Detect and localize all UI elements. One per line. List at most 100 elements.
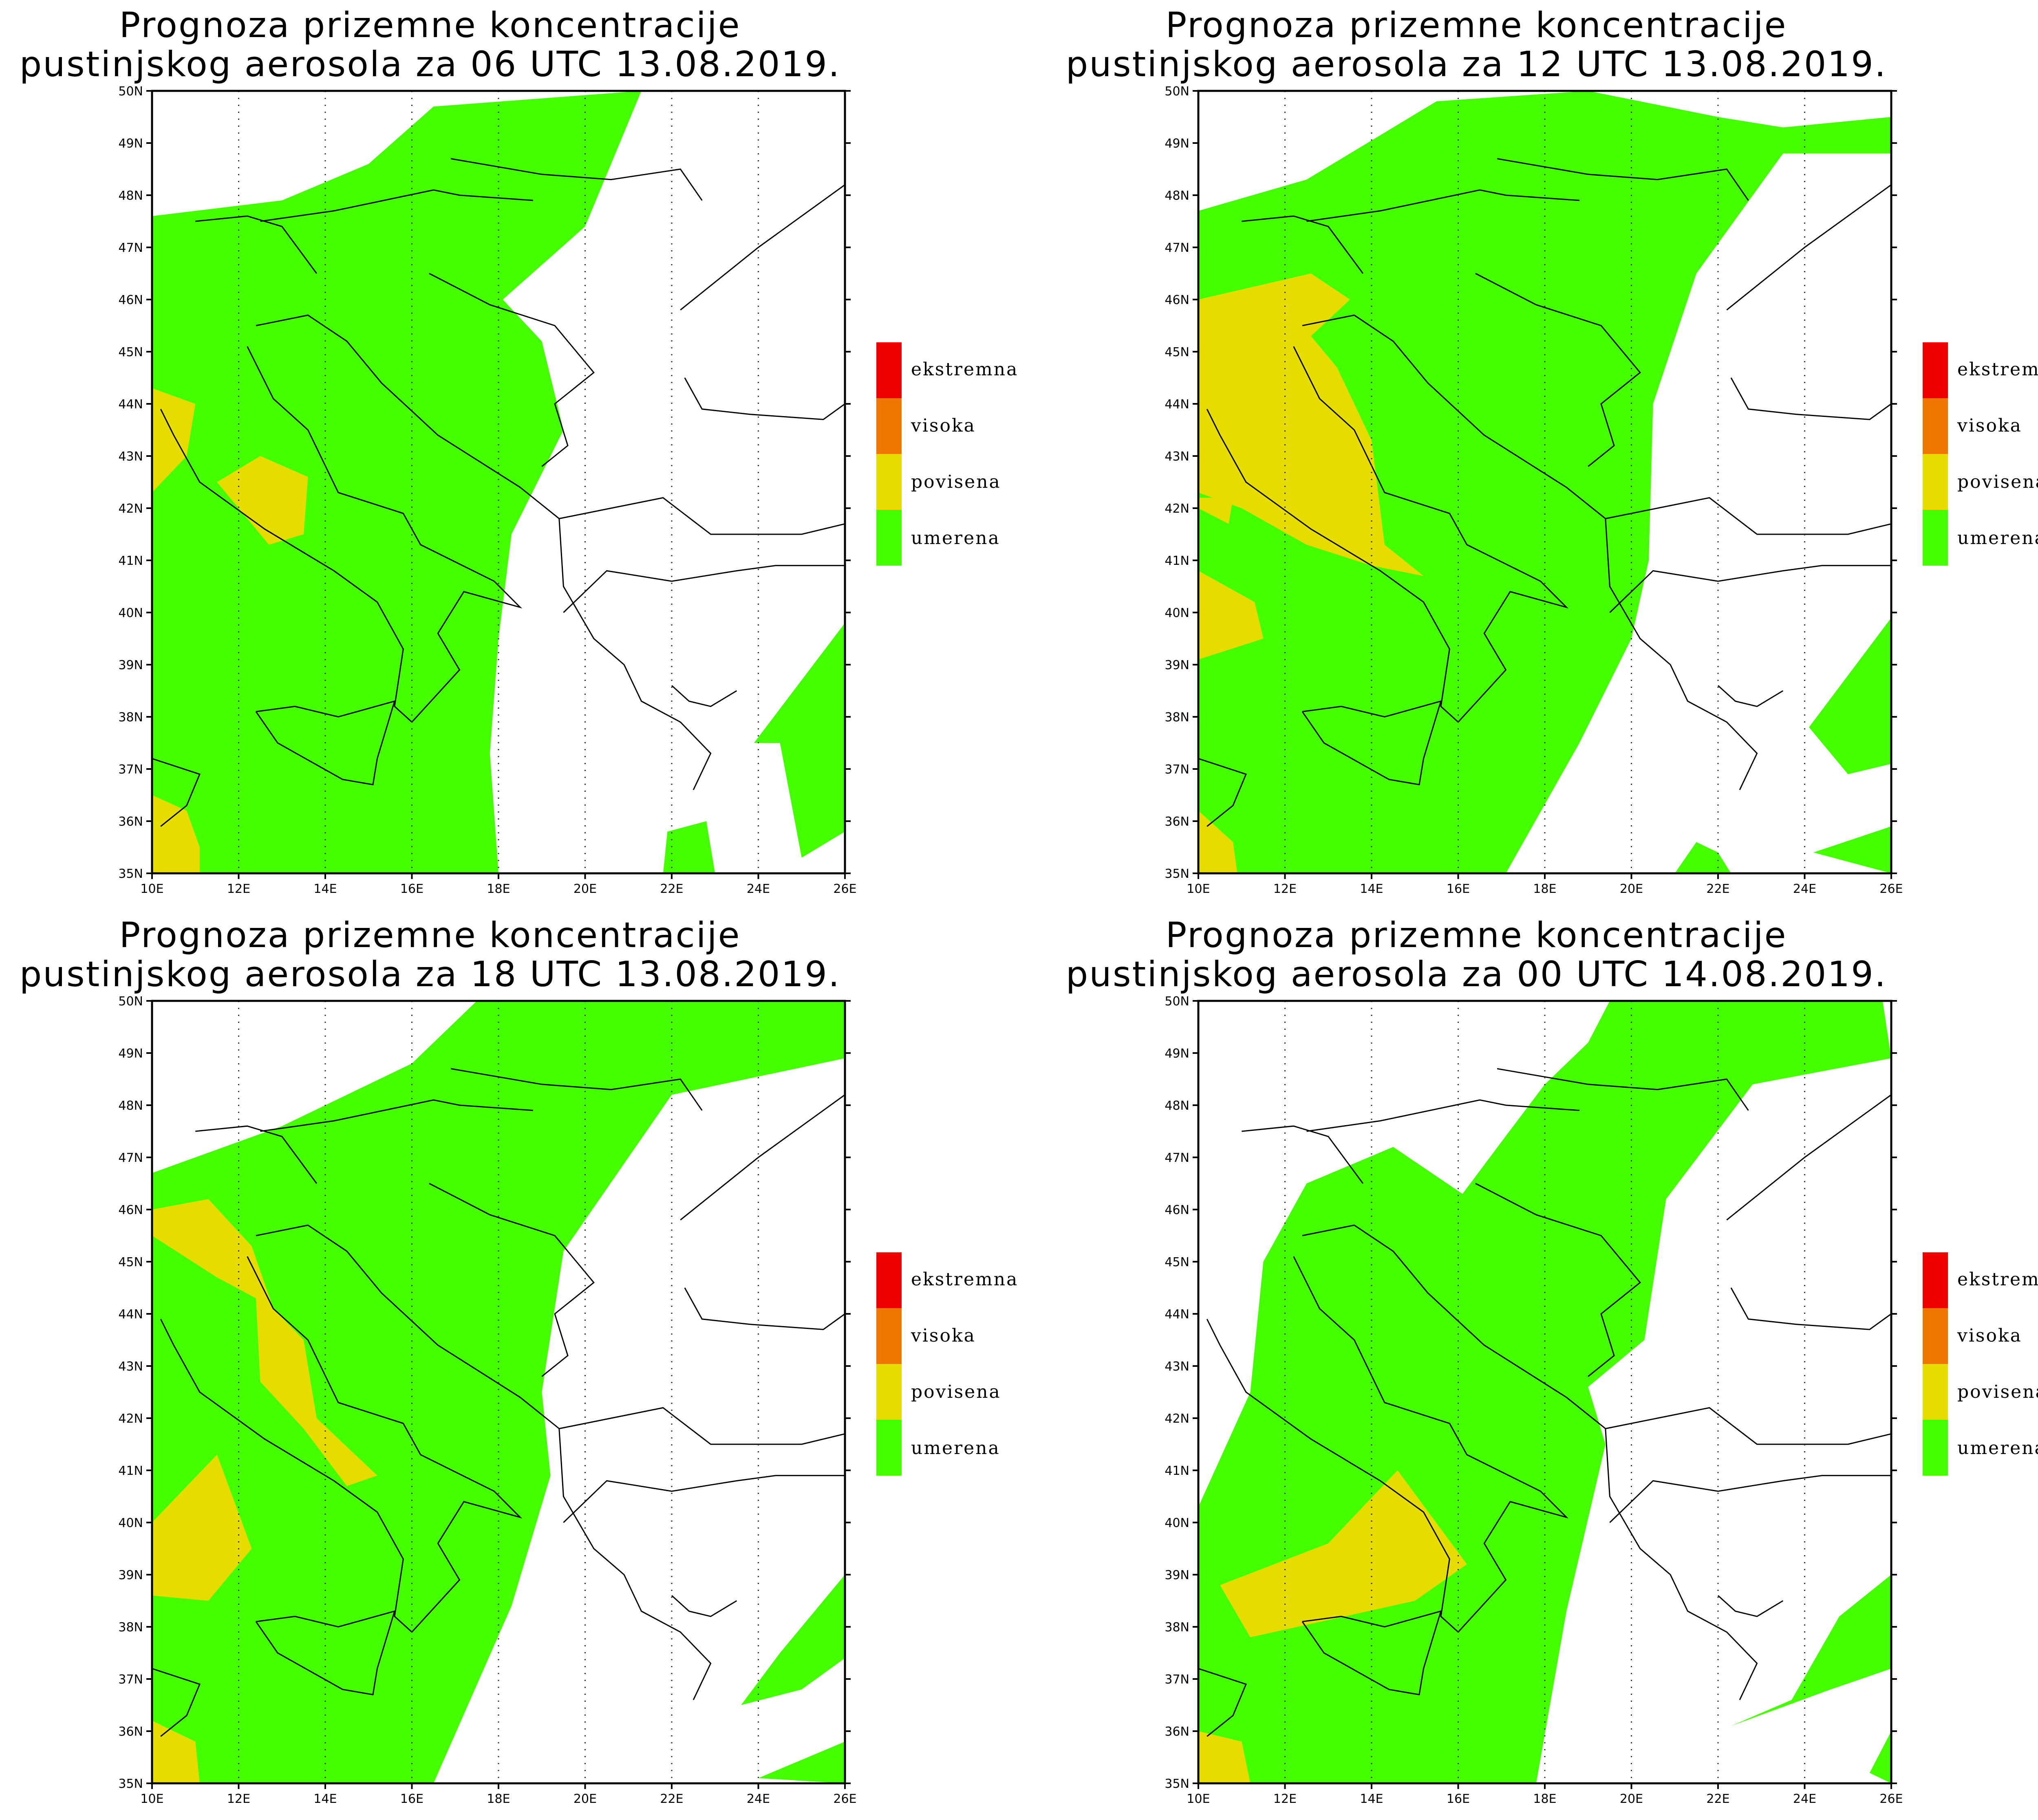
lat-tick-label: 37N — [1165, 762, 1189, 777]
lat-tick-label: 50N — [118, 994, 143, 1009]
lat-tick-label: 41N — [1165, 554, 1189, 568]
lat-tick-label: 38N — [1165, 710, 1189, 725]
lat-tick-label: 35N — [118, 1777, 143, 1791]
lon-tick-label: 16E — [400, 882, 423, 896]
title-line-1: Prognoza prizemne koncentracije — [1165, 5, 1787, 46]
coast-border-line — [1198, 1668, 1247, 1737]
lon-tick-label: 14E — [1360, 1792, 1383, 1806]
title-line-2: pustinjskog aerosola za 12 UTC 13.08.201… — [1065, 44, 1887, 85]
lat-tick-label: 46N — [1165, 1203, 1189, 1217]
lon-tick-label: 26E — [833, 882, 856, 896]
coast-border-line — [255, 1610, 396, 1696]
lon-tick-label: 14E — [313, 1792, 337, 1806]
legend-label-povisena: povisena — [1957, 472, 2038, 492]
coast-border-line — [1242, 215, 1364, 274]
legend-swatch-visoka — [876, 398, 902, 454]
legend-swatch-visoka — [876, 1308, 902, 1364]
lon-tick-label: 24E — [1793, 1792, 1816, 1806]
map-panel-1: Prognoza prizemne koncentracije pustinjs… — [0, 0, 1046, 910]
lat-tick-label: 36N — [1165, 1725, 1189, 1739]
povisena-region — [1220, 1470, 1467, 1637]
lon-tick-label: 22E — [660, 882, 683, 896]
map-panel-4: Prognoza prizemne koncentracije pustinjs… — [1046, 910, 2038, 1820]
legend-label-ekstremna: ekstremna — [911, 1269, 1019, 1290]
coast-border-line — [1301, 1610, 1442, 1696]
lat-tick-label: 50N — [118, 84, 143, 99]
legend-label-visoka: visoka — [1957, 1325, 2022, 1346]
legend-label-umerena: umerena — [911, 1438, 1000, 1459]
lon-tick-label: 22E — [660, 1792, 683, 1806]
umerena-region — [1809, 617, 1891, 774]
lon-tick-label: 20E — [573, 882, 597, 896]
lon-tick-label: 10E — [140, 882, 163, 896]
lon-tick-label: 20E — [1620, 1792, 1643, 1806]
coast-border-line — [1206, 1256, 1569, 1633]
coast-border-line — [450, 158, 703, 201]
umerena-region — [152, 1001, 845, 1783]
lat-tick-label: 36N — [1165, 815, 1189, 829]
lon-tick-label: 14E — [1360, 882, 1383, 896]
map-panel-3: Prognoza prizemne koncentracije pustinjs… — [0, 910, 1046, 1820]
lat-tick-label: 46N — [118, 1203, 143, 1217]
map-plot: 35N 36N 37N 38N 39N 40N 41N 42N 43N 44N 45N 46N 47N 4… — [118, 994, 856, 1806]
povisena-region — [217, 456, 308, 545]
coast-border-line — [429, 273, 595, 467]
legend-label-povisena: povisena — [911, 1382, 1001, 1402]
title-line-2: pustinjskog aerosola za 06 UTC 13.08.201… — [19, 44, 841, 85]
lat-tick-label: 41N — [118, 1464, 143, 1478]
lat-tick-label: 47N — [1165, 241, 1189, 255]
lat-tick-label: 46N — [1165, 293, 1189, 307]
coast-border-line — [450, 1068, 703, 1111]
title-line-2: pustinjskog aerosola za 18 UTC 13.08.201… — [19, 954, 841, 995]
lat-tick-label: 38N — [118, 710, 143, 725]
legend: ekstremna visoka povisena umerena — [876, 342, 1039, 566]
lat-tick-label: 49N — [1165, 137, 1189, 151]
lon-tick-label: 16E — [1447, 1792, 1470, 1806]
lat-tick-label: 37N — [1165, 1672, 1189, 1687]
coast-border-line — [1302, 1224, 1758, 1700]
title-line-1: Prognoza prizemne koncentracije — [119, 915, 741, 956]
coast-border-line — [684, 377, 845, 420]
lon-tick-label: 10E — [140, 1792, 163, 1806]
lat-tick-label: 50N — [1165, 84, 1189, 99]
lat-tick-label: 38N — [1165, 1620, 1189, 1635]
coast-border-line — [1475, 1183, 1641, 1377]
coast-border-line — [1206, 346, 1569, 723]
coast-border-line — [1497, 158, 1749, 201]
coast-border-line — [1717, 1595, 1784, 1617]
coast-border-line — [1306, 1099, 1580, 1132]
legend-swatch-povisena — [1923, 1364, 1948, 1420]
legend-label-visoka: visoka — [911, 1325, 976, 1346]
lon-tick-label: 18E — [487, 882, 510, 896]
lat-tick-label: 39N — [118, 658, 143, 672]
lat-tick-label: 48N — [118, 189, 143, 203]
legend-swatch-ekstremna — [876, 342, 902, 398]
lat-tick-label: 47N — [118, 1151, 143, 1165]
coast-border-line — [260, 189, 534, 222]
lon-tick-label: 18E — [1533, 882, 1556, 896]
povisena-region — [152, 1721, 200, 1783]
map-plot: 35N 36N 37N 38N 39N 40N 41N 42N 43N 44N 45N 46N 47N 4… — [1165, 994, 1903, 1806]
coast-border-line — [1497, 1068, 1749, 1111]
lon-tick-label: 16E — [400, 1792, 423, 1806]
umerena-region — [663, 821, 715, 873]
legend-label-ekstremna: ekstremna — [1957, 1269, 2038, 1290]
lat-tick-label: 40N — [1165, 1516, 1189, 1530]
lon-tick-label: 24E — [747, 1792, 770, 1806]
lon-tick-label: 12E — [1273, 882, 1297, 896]
legend-swatch-ekstremna — [876, 1252, 902, 1308]
lon-tick-label: 20E — [573, 1792, 597, 1806]
legend-swatch-umerena — [876, 1420, 902, 1476]
title-line-1: Prognoza prizemne koncentracije — [1165, 915, 1787, 956]
coast-border-line — [1242, 1125, 1364, 1184]
coast-border-line — [160, 346, 523, 723]
lat-tick-label: 40N — [1165, 606, 1189, 620]
legend-label-visoka: visoka — [911, 415, 976, 436]
coast-border-line — [1726, 184, 1892, 311]
umerena-region — [1731, 1575, 1891, 1726]
legend-label-povisena: povisena — [911, 472, 1001, 492]
lon-tick-label: 12E — [227, 882, 250, 896]
legend-swatch-umerena — [1923, 1420, 1948, 1476]
coast-border-line — [1475, 273, 1641, 467]
coast-border-line — [1302, 314, 1758, 790]
